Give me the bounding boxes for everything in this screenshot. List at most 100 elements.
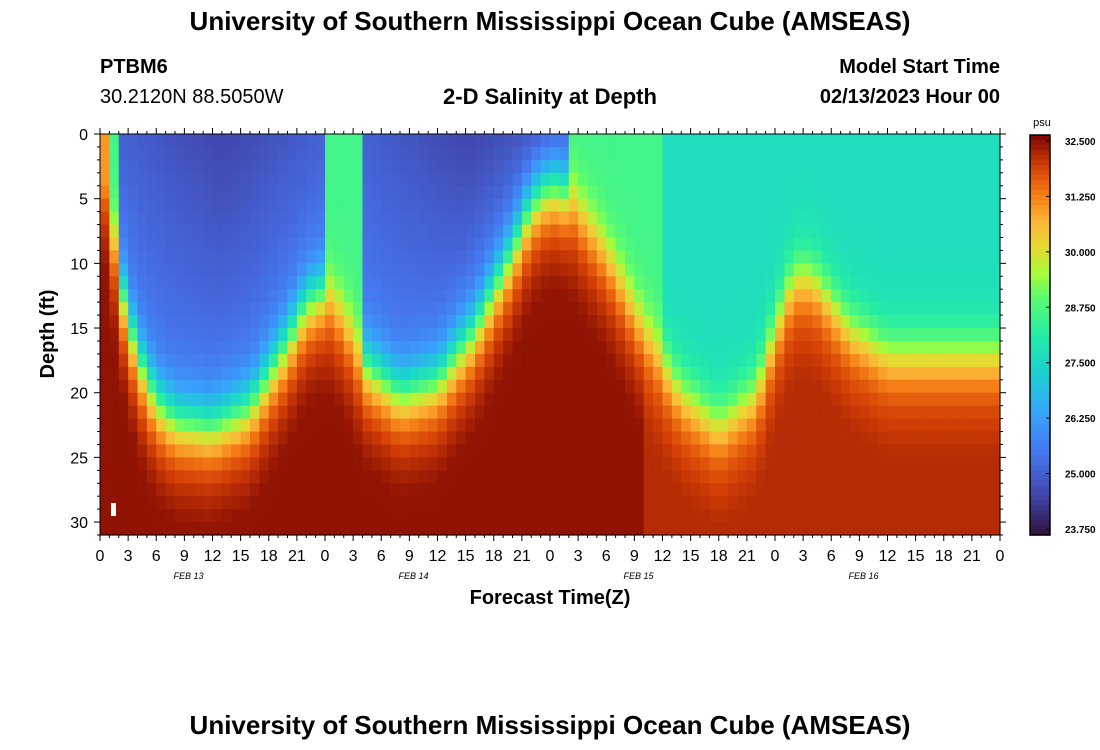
heat-cell (868, 392, 879, 407)
heat-cell (475, 496, 485, 510)
heat-cell (400, 366, 410, 381)
heat-cell (878, 328, 889, 342)
heat-cell (840, 522, 851, 536)
heat-cell (953, 237, 964, 252)
heat-cell (390, 211, 401, 226)
heat-cell (793, 418, 804, 433)
heat-cell (821, 444, 832, 458)
heat-cell (381, 134, 392, 148)
heat-cell (615, 198, 626, 213)
heat-cell (746, 289, 757, 303)
heat-cell (418, 224, 429, 239)
heat-cell (840, 302, 851, 316)
heat-cell (484, 237, 495, 252)
heat-cell (503, 315, 514, 329)
heat-cell (306, 134, 317, 148)
heat-cell (409, 172, 420, 187)
heat-cell (953, 250, 964, 264)
heat-cell (540, 418, 551, 433)
heat-cell (568, 522, 579, 536)
heat-cell (681, 392, 692, 407)
heat-cell (559, 302, 570, 316)
heat-cell (203, 444, 214, 458)
heat-cell (578, 470, 589, 484)
heat-cell (175, 134, 185, 148)
heat-cell (887, 366, 898, 381)
heat-cell (193, 366, 204, 381)
colorbar-segment (1030, 270, 1050, 276)
heat-cell (850, 237, 860, 252)
heat-cell (868, 457, 879, 471)
heat-cell (821, 483, 832, 497)
heat-cell (540, 134, 551, 148)
heat-cell (596, 340, 607, 355)
heat-cell (803, 392, 814, 407)
heat-cell (596, 250, 607, 264)
heat-cell (296, 366, 307, 381)
heat-cell (268, 392, 279, 407)
heat-cell (765, 470, 776, 484)
heat-cell (212, 250, 223, 264)
heat-cell (184, 263, 195, 277)
heat-cell (475, 379, 485, 394)
heat-cell (493, 172, 504, 187)
heat-cell (512, 483, 523, 497)
heat-cell (906, 470, 917, 484)
heat-cell (971, 315, 982, 329)
heat-cell (943, 379, 954, 394)
heat-cell (953, 522, 964, 536)
heat-cell (362, 315, 373, 329)
heat-cell (390, 418, 401, 433)
heat-cell (925, 263, 935, 277)
heat-cell (400, 444, 410, 458)
heat-cell (100, 509, 110, 523)
heat-cell (756, 302, 767, 316)
heat-cell (456, 328, 467, 342)
heat-cell (343, 418, 354, 433)
heat-cell (503, 263, 514, 277)
heat-cell (362, 379, 373, 394)
heat-cell (709, 146, 720, 161)
heat-cell (578, 302, 589, 316)
heat-cell (325, 496, 335, 510)
heat-cell (625, 379, 635, 394)
heat-cell (587, 185, 598, 200)
heat-cell (296, 379, 307, 394)
heat-cell (943, 353, 954, 368)
heat-cell (278, 263, 289, 277)
heat-cell (803, 250, 814, 264)
heat-cell (850, 302, 860, 316)
x-tick-label: 12 (879, 548, 897, 565)
heat-cell (831, 134, 842, 148)
heat-cell (100, 328, 110, 342)
heat-cell (390, 379, 401, 394)
heat-cell (896, 276, 907, 290)
heat-cell (756, 431, 767, 446)
heat-cell (493, 353, 504, 368)
heat-cell (315, 302, 326, 316)
heat-cell (831, 509, 842, 523)
heat-cell (681, 405, 692, 420)
heat-cell (812, 522, 823, 536)
heat-cell (812, 185, 823, 200)
heat-cell (456, 457, 467, 471)
heat-cell (484, 211, 495, 226)
heat-cell (343, 224, 354, 239)
heat-cell (625, 289, 635, 303)
heat-cell (578, 315, 589, 329)
heat-cell (306, 302, 317, 316)
heat-cell (437, 224, 448, 239)
heat-cell (137, 276, 148, 290)
heat-cell (550, 172, 560, 187)
heat-cell (118, 328, 129, 342)
heat-cell (559, 366, 570, 381)
heat-cell (400, 289, 410, 303)
heat-cell (259, 172, 270, 187)
heat-cell (193, 379, 204, 394)
heat-cell (456, 289, 467, 303)
heat-cell (118, 134, 129, 148)
heat-cell (775, 418, 785, 433)
heat-cell (428, 483, 439, 497)
heat-cell (456, 496, 467, 510)
heat-cell (878, 522, 889, 536)
